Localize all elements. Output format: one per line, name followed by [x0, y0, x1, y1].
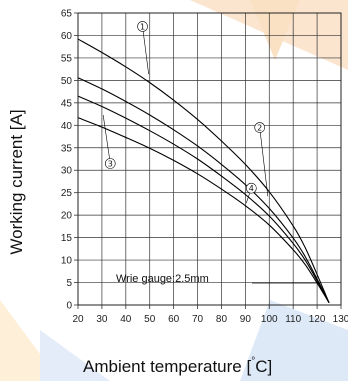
x-tick-label-3: 50 [144, 314, 156, 325]
y-tick-label-5: 25 [61, 188, 73, 199]
series-label-circle-1 [137, 21, 148, 32]
series-line-3 [77, 95, 330, 304]
series-line-4 [77, 117, 330, 304]
series-line-2 [77, 77, 330, 303]
x-tick-label-5: 70 [192, 314, 204, 325]
x-tick-label-6: 80 [216, 314, 228, 325]
y-tick-label-4: 20 [61, 211, 73, 222]
x-axis-title-unit: C] [255, 357, 272, 376]
series-label-1: 1 [140, 22, 145, 31]
series-label-4: 4 [249, 184, 254, 193]
y-tick-label-3: 15 [61, 233, 73, 244]
x-tick-label-1: 30 [96, 314, 108, 325]
y-tick-label-2: 10 [61, 256, 73, 267]
y-tick-label-12: 60 [61, 31, 73, 42]
y-tick-label-0: 0 [66, 301, 72, 312]
x-axis-title-main: Ambient temperature [ [83, 357, 251, 376]
series-label-2: 2 [257, 124, 262, 133]
x-tick-label-8: 100 [261, 314, 278, 325]
y-tick-label-10: 50 [61, 76, 73, 87]
x-axis-title: Ambient temperature [°C] [83, 356, 272, 376]
y-axis: 0 5 10 15 20 25 30 35 40 45 50 55 60 65 [61, 9, 78, 312]
y-tick-label-11: 55 [61, 53, 73, 64]
x-tick-label-11: 130 [333, 314, 348, 325]
x-tick-label-2: 40 [120, 314, 132, 325]
series-leader-1 [142, 26, 149, 75]
series-labels: 1 2 3 4 [102, 21, 269, 204]
series-leader-2 [259, 127, 269, 197]
series-lines [77, 38, 330, 304]
x-tick-label-10: 120 [309, 314, 326, 325]
x-tick-label-7: 90 [240, 314, 252, 325]
y-axis-title: Working current [A] [7, 109, 26, 254]
y-tick-label-8: 40 [61, 121, 73, 132]
x-tick-label-0: 20 [72, 314, 84, 325]
series-leader-3 [102, 114, 111, 164]
series-line-1 [77, 38, 330, 303]
x-axis: 20 30 40 50 60 70 80 90 100 110 120 130 [72, 305, 348, 325]
x-axis-title-degree: ° [251, 356, 255, 367]
y-tick-label-1: 5 [66, 278, 72, 289]
y-tick-label-9: 45 [61, 98, 73, 109]
wire-gauge-annotation: Wrie gauge:2.5mm [116, 273, 209, 285]
series-label-circle-3 [104, 158, 116, 169]
x-tick-label-4: 60 [168, 314, 180, 325]
annotation-group: Wrie gauge:2.5mm [116, 273, 320, 285]
x-tick-label-9: 110 [285, 314, 301, 325]
y-tick-label-6: 30 [61, 166, 73, 177]
series-label-circle-4 [246, 182, 257, 194]
plot-border [77, 12, 342, 306]
y-tick-label-7: 35 [61, 143, 73, 154]
series-label-3: 3 [108, 159, 113, 168]
y-tick-label-13: 65 [61, 9, 73, 20]
series-label-circle-2 [254, 122, 266, 133]
grid-lines [77, 12, 342, 306]
